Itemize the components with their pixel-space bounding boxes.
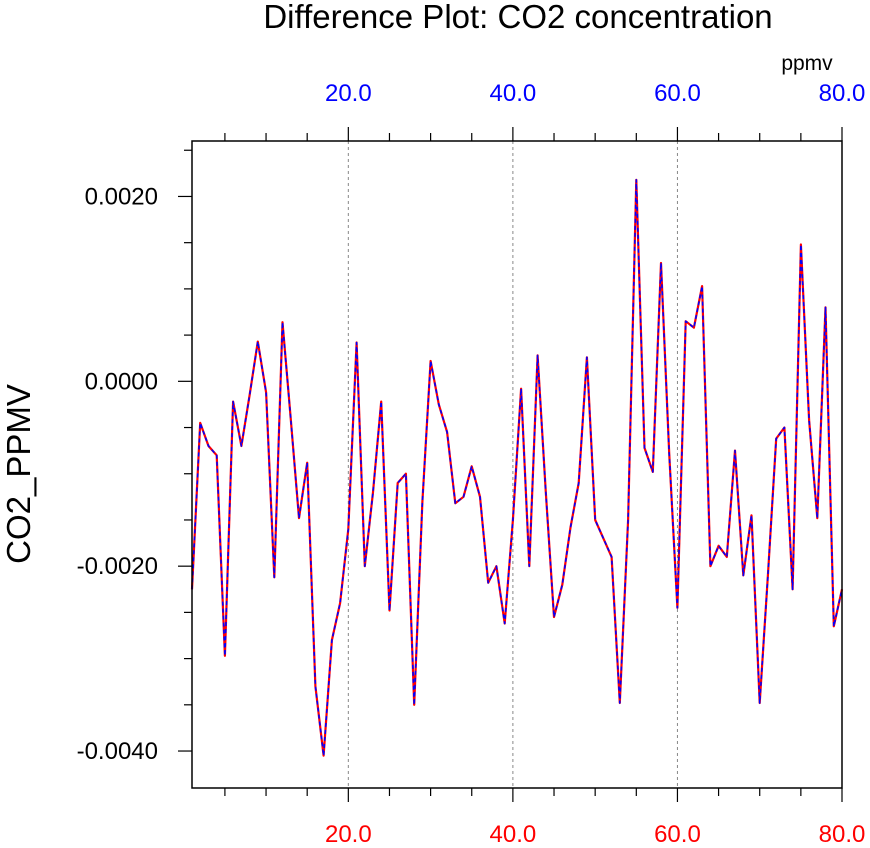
x-tick-label-bottom: 20.0 [325,821,372,848]
y-tick-label: 0.0000 [85,368,158,395]
tick-labels: 20.0 20.0 40.0 40.0 60.0 60.0 80.0 80.0 0.0020 0.… [77,80,866,848]
y-tick-label: 0.0020 [85,183,158,210]
series-line-red [190,178,844,757]
x-tick-label-top: 60.0 [654,80,701,107]
top-axis-units: ppmv [781,52,833,75]
y-tick-label: -0.0020 [77,553,158,580]
series-group [190,178,844,757]
y-tick-label: -0.0040 [77,738,158,765]
x-tick-label-top: 40.0 [490,80,537,107]
x-tick-label-bottom: 80.0 [819,821,866,848]
gridlines [347,141,678,788]
x-tick-label-top: 20.0 [325,80,372,107]
chart-title: Difference Plot: CO2 concentration [263,0,772,35]
y-axis-label: CO2_PPMV [0,384,37,564]
plot-frame [191,140,843,789]
x-tick-label-bottom: 40.0 [490,821,537,848]
x-tick-label-bottom: 60.0 [654,821,701,848]
series-line-blue [191,179,843,757]
axis-ticks [178,127,843,802]
x-tick-label-top: 80.0 [819,80,866,107]
